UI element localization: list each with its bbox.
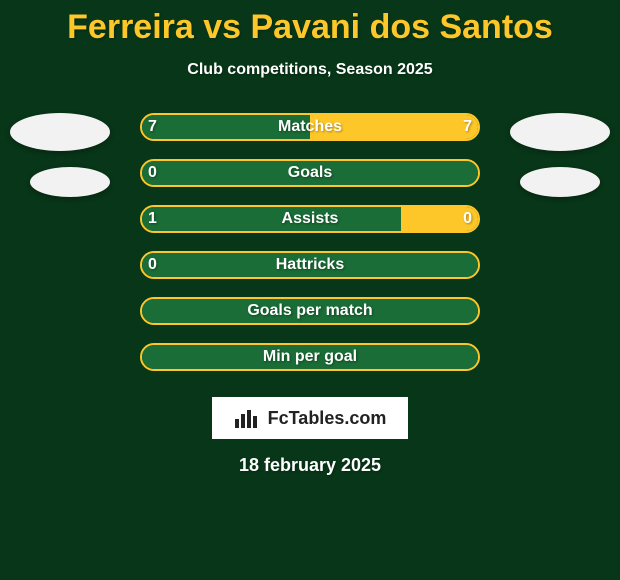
watermark-text: FcTables.com: [268, 408, 387, 429]
metric-label: Hattricks: [140, 251, 480, 279]
value-right: 0: [463, 205, 472, 233]
bars-icon: [234, 407, 260, 429]
page-title: Ferreira vs Pavani dos Santos: [67, 8, 553, 47]
watermark: FcTables.com: [212, 397, 409, 439]
metric-label: Min per goal: [140, 343, 480, 371]
metric-row: Assists1 0: [0, 205, 620, 235]
metric-row: Min per goal: [0, 343, 620, 373]
metric-label: Assists: [140, 205, 480, 233]
value-left: 0: [148, 159, 157, 187]
value-right: 7: [463, 113, 472, 141]
metric-label: Goals: [140, 159, 480, 187]
metric-row: Hattricks0: [0, 251, 620, 281]
chart-area: Matches77Goals0Assists10Hattricks0Goals …: [0, 113, 620, 389]
value-left: 0: [148, 251, 157, 279]
metric-row: Matches7 7: [0, 113, 620, 143]
subtitle: Club competitions, Season 2025: [187, 61, 432, 79]
date-text: 18 february 2025: [239, 455, 381, 476]
value-left: 7: [148, 113, 157, 141]
value-left: 1: [148, 205, 157, 233]
metric-label: Goals per match: [140, 297, 480, 325]
metric-label: Matches: [140, 113, 480, 141]
metric-row: Goals per match: [0, 297, 620, 327]
comparison-card: Ferreira vs Pavani dos Santos Club compe…: [0, 0, 620, 580]
metric-row: Goals0: [0, 159, 620, 189]
